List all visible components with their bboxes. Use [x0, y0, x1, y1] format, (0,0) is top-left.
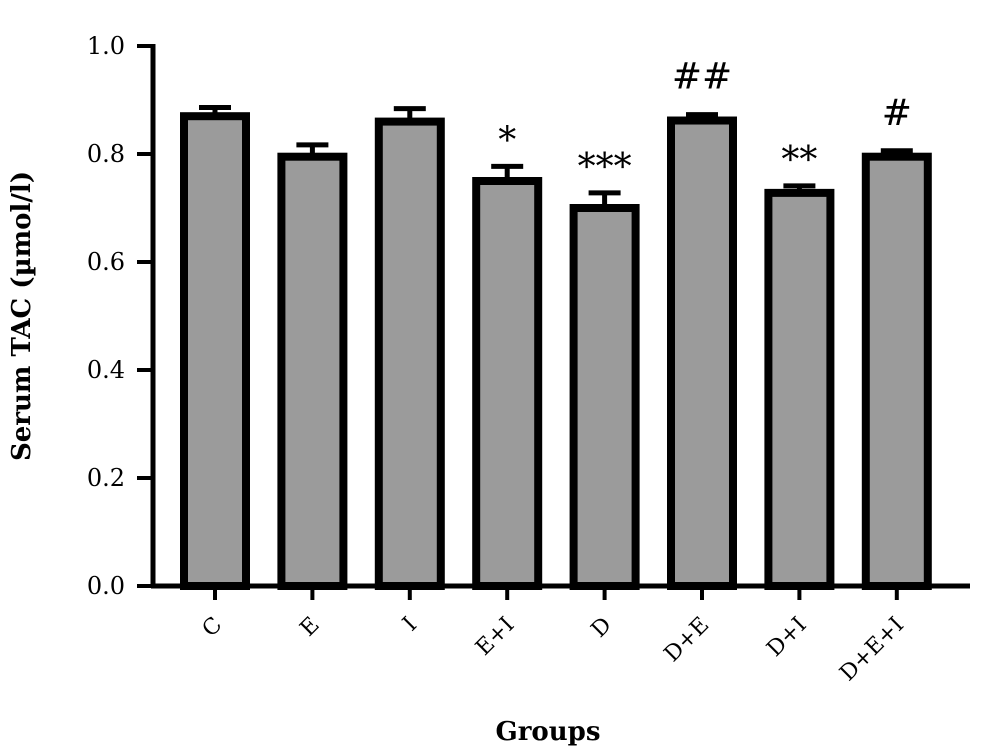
- bar: [277, 152, 348, 590]
- x-tick-label: D+E: [660, 613, 715, 668]
- bar: [180, 112, 250, 590]
- x-tick-label: D+E+I: [835, 613, 909, 687]
- significance-label: ##: [672, 57, 732, 98]
- bar: [861, 152, 932, 590]
- axes-layer: [150, 44, 970, 589]
- significance-label: **: [781, 140, 817, 181]
- x-tick-label: E+I: [471, 613, 519, 661]
- bar: [667, 116, 737, 591]
- y-tick-label: 0.4: [87, 356, 125, 384]
- significance-labels: ****##**#: [498, 57, 912, 188]
- x-axis-title: Groups: [496, 717, 601, 747]
- bar: [764, 188, 835, 590]
- x-ticks: C E I E+I D D+E D+I D+E+I: [198, 586, 909, 686]
- bars-layer: [180, 105, 932, 591]
- significance-label: #: [882, 93, 912, 134]
- y-tick-label: 0.6: [87, 248, 125, 276]
- y-axis-title: Serum TAC (µmol/l): [7, 171, 37, 461]
- significance-label: *: [498, 120, 516, 161]
- x-tick-label: D+I: [762, 613, 811, 662]
- y-tick-label: 0.8: [87, 140, 125, 168]
- x-tick-label: I: [398, 613, 422, 637]
- bar: [472, 177, 543, 590]
- bar: [374, 117, 445, 590]
- significance-label: ***: [578, 147, 632, 188]
- bar: [569, 204, 640, 590]
- x-tick-label: D: [587, 613, 617, 643]
- x-tick-label: E: [296, 613, 325, 642]
- y-tick-label: 0.0: [87, 572, 125, 600]
- y-tick-label: 1.0: [87, 32, 125, 60]
- x-tick-label: C: [198, 613, 228, 643]
- y-tick-label: 0.2: [87, 464, 125, 492]
- y-ticks: 0.0 0.2 0.4 0.6 0.8 1.0: [87, 32, 153, 600]
